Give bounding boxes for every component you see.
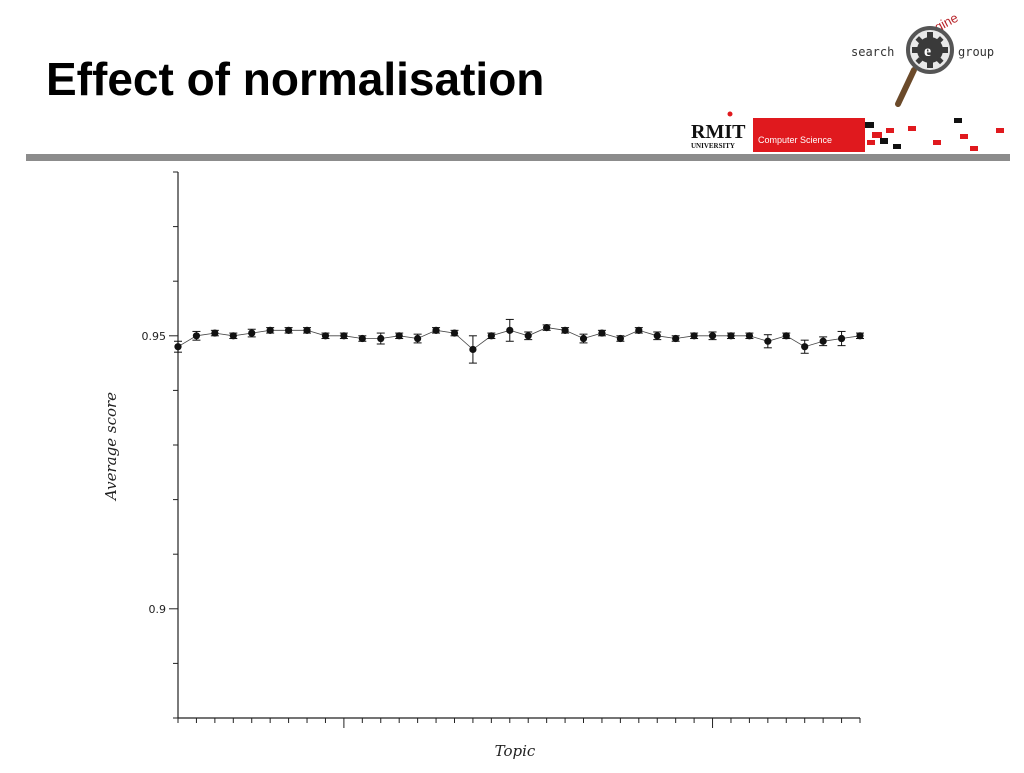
data-point [782, 332, 790, 340]
data-point [487, 332, 495, 340]
search-engine-group-logo: search group engine e [851, 10, 994, 107]
data-point [469, 345, 477, 354]
slide-title: Effect of normalisation [46, 53, 545, 105]
data-point [672, 334, 680, 343]
scatter-chart: 0.9 0.95 Topic Average score [102, 171, 864, 760]
data-point [801, 343, 809, 351]
y-tick-label: 0.9 [149, 603, 167, 616]
logo-graphics: search group engine e [691, 10, 1004, 152]
data-point [211, 329, 219, 337]
y-tick-label: 0.95 [142, 330, 167, 343]
gear-icon [912, 32, 948, 68]
data-point [248, 329, 256, 337]
seg-word-group: group [958, 45, 994, 59]
pixel-trail-decoration [865, 118, 1004, 151]
data-point [340, 332, 348, 340]
data-point [764, 337, 772, 345]
series-line [177, 327, 861, 350]
data-point [837, 334, 846, 343]
data-point [432, 326, 440, 334]
data-point [358, 334, 366, 343]
computer-science-banner [753, 118, 865, 152]
data-point [321, 332, 330, 340]
svg-text:e: e [924, 43, 931, 60]
data-point [579, 334, 588, 343]
data-point [819, 337, 827, 345]
chart-labels: 0.9 0.95 Topic Average score [102, 330, 536, 760]
data-point [856, 332, 864, 340]
x-axis-title: Topic [495, 742, 536, 760]
data-point [395, 332, 403, 340]
data-point [653, 332, 661, 340]
data-point [561, 326, 569, 334]
rmit-logo: RMIT UNIVERSITY Computer Science [691, 111, 1004, 152]
data-point [616, 334, 624, 343]
data-point [543, 324, 551, 332]
data-point [303, 326, 311, 334]
data-point [266, 326, 274, 334]
rmit-wordmark: RMIT [691, 121, 746, 143]
computer-science-label: Computer Science [758, 135, 832, 145]
data-point [229, 332, 237, 340]
data-point [635, 326, 643, 334]
data-point [284, 326, 293, 334]
chart-marks [174, 318, 864, 364]
y-axis-title: Average score [102, 392, 120, 502]
data-point [745, 332, 754, 340]
data-point [414, 334, 422, 343]
data-point [506, 326, 514, 334]
data-point [192, 332, 201, 340]
title-divider [26, 154, 1010, 161]
data-point [450, 329, 459, 337]
data-point [727, 332, 735, 340]
rmit-university: UNIVERSITY [691, 142, 735, 150]
logo-area: search group engine e [686, 8, 1016, 154]
seg-word-search: search [851, 45, 894, 59]
data-point [690, 332, 698, 340]
chart-area: 0.9 0.95 Topic Average score [0, 162, 1024, 768]
data-point [174, 343, 182, 351]
data-point [524, 332, 532, 340]
data-point [377, 334, 385, 343]
chart-axes [169, 171, 861, 728]
data-point [708, 332, 717, 340]
magnifier-icon: e [895, 26, 954, 107]
data-point [598, 329, 606, 337]
